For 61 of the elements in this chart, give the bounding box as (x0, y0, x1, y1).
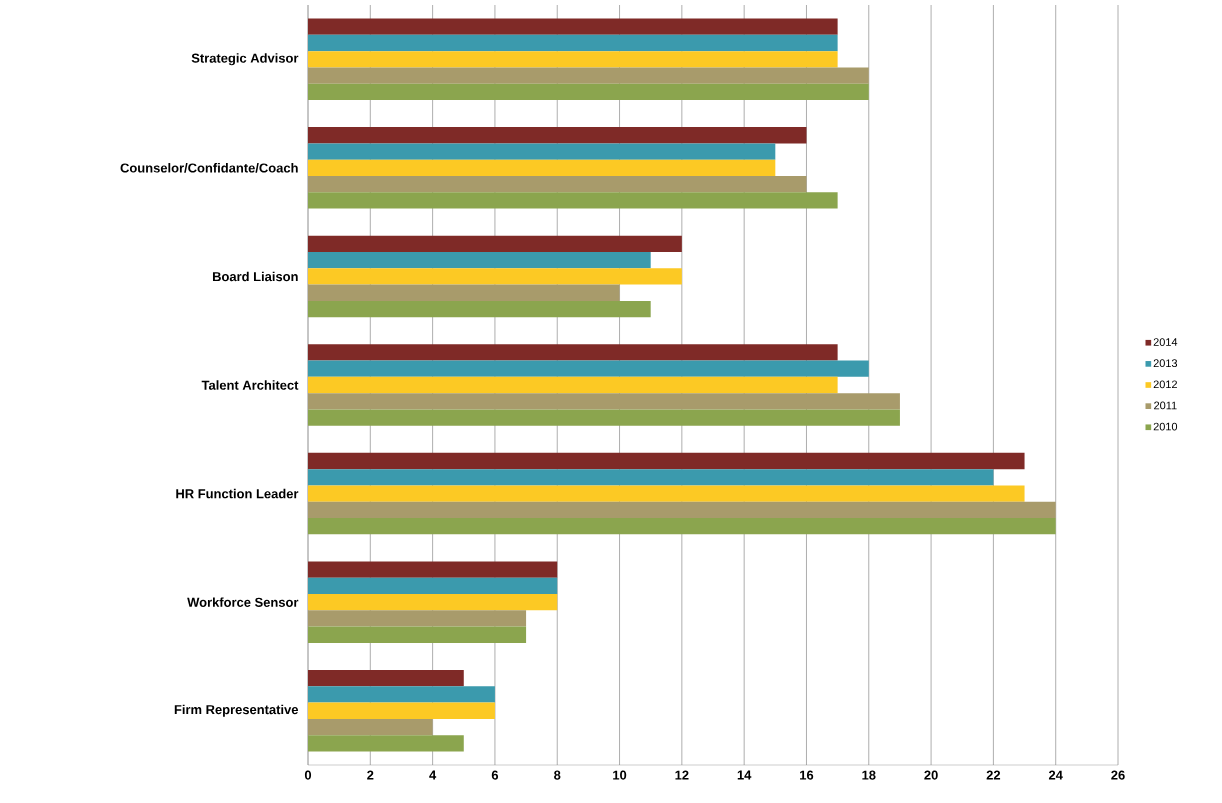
bar (308, 686, 495, 703)
bar (308, 284, 620, 301)
bar (308, 159, 776, 177)
x-tick-label: 8 (554, 770, 561, 780)
bar (308, 594, 558, 611)
legend-label: 2013 (1153, 359, 1178, 368)
bar (308, 376, 838, 394)
bar (308, 67, 869, 84)
x-tick-label: 2 (367, 770, 374, 780)
bar (308, 18, 838, 35)
bar (308, 469, 994, 486)
bar (308, 360, 869, 377)
bar (308, 501, 1056, 519)
x-tick-label: 0 (304, 770, 312, 780)
bar (308, 393, 900, 410)
bar (308, 452, 1025, 470)
y-tick-label: Talent Architect (201, 380, 299, 390)
bar (308, 735, 464, 752)
bar (308, 235, 682, 252)
bar (308, 626, 527, 643)
y-tick-label: Workforce Sensor (187, 597, 299, 607)
legend-label: 2014 (1153, 338, 1178, 346)
bar (308, 83, 869, 101)
bar (308, 268, 682, 285)
bar (308, 251, 651, 269)
bar (308, 718, 433, 736)
x-tick-label: 24 (1048, 770, 1063, 780)
bar (308, 610, 527, 627)
y-tick-label: Strategic Advisor (191, 53, 299, 66)
legend-label: 2012 (1153, 380, 1177, 389)
bar (308, 344, 838, 361)
bar (308, 577, 558, 594)
bar (308, 143, 776, 160)
bar (308, 300, 651, 318)
y-tick-label: Counselor/Confidante/Coach (120, 163, 298, 173)
x-tick-label: 4 (429, 770, 437, 780)
bar (308, 176, 807, 193)
bar (308, 702, 495, 719)
bar (308, 127, 807, 144)
x-tick-label: 16 (800, 770, 814, 780)
x-tick-label: 14 (737, 770, 752, 780)
legend-label: 2010 (1153, 422, 1178, 431)
y-tick-label: Firm Representative (174, 704, 299, 717)
x-tick-label: 10 (613, 770, 627, 780)
legend-label: 2011 (1154, 401, 1177, 410)
x-tick-label: 22 (986, 770, 1001, 780)
bar (308, 518, 1056, 535)
x-tick-label: 6 (491, 770, 499, 780)
bar (308, 192, 838, 209)
bar (308, 669, 464, 687)
y-tick-label: HR Function Leader (176, 488, 299, 499)
bar (308, 485, 1025, 502)
x-tick-label: 26 (1111, 770, 1125, 780)
bar (308, 561, 558, 578)
y-tick-label: Board Liaison (212, 271, 298, 282)
x-tick-label: 20 (924, 770, 938, 780)
bar (308, 409, 900, 426)
bar (308, 34, 838, 52)
x-tick-label: 12 (675, 770, 689, 780)
x-tick-label: 18 (862, 770, 876, 780)
bar (308, 51, 838, 68)
